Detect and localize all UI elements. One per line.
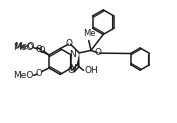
Polygon shape xyxy=(76,53,80,66)
Text: O: O xyxy=(39,46,45,55)
Text: O: O xyxy=(66,39,73,48)
Text: MeO: MeO xyxy=(14,42,34,51)
Text: N: N xyxy=(70,64,76,73)
Text: MeO: MeO xyxy=(13,71,33,80)
Text: O: O xyxy=(35,45,42,54)
Text: MeO: MeO xyxy=(13,43,33,52)
Text: N: N xyxy=(70,50,76,59)
Text: Me: Me xyxy=(83,29,95,38)
Text: OH: OH xyxy=(84,66,98,75)
Text: O: O xyxy=(68,66,75,75)
Text: O: O xyxy=(95,48,102,57)
Text: O: O xyxy=(35,69,42,78)
